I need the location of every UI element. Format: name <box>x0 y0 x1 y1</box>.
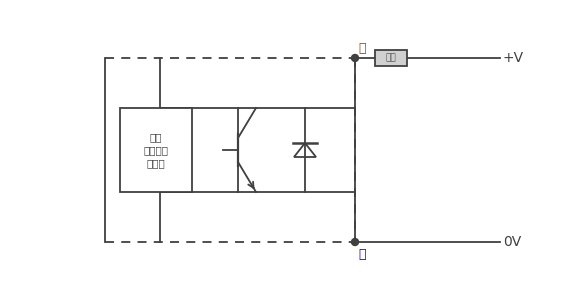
Text: 青: 青 <box>358 248 366 260</box>
Circle shape <box>352 55 359 62</box>
Text: 0V: 0V <box>503 235 521 249</box>
Circle shape <box>352 238 359 245</box>
Text: 近接
スイッチ
主回路: 近接 スイッチ 主回路 <box>143 132 168 168</box>
Bar <box>375 50 407 66</box>
Bar <box>120 108 192 192</box>
Text: 負荷: 負荷 <box>385 53 396 62</box>
Text: +V: +V <box>503 51 524 65</box>
Text: 茶: 茶 <box>358 41 366 55</box>
